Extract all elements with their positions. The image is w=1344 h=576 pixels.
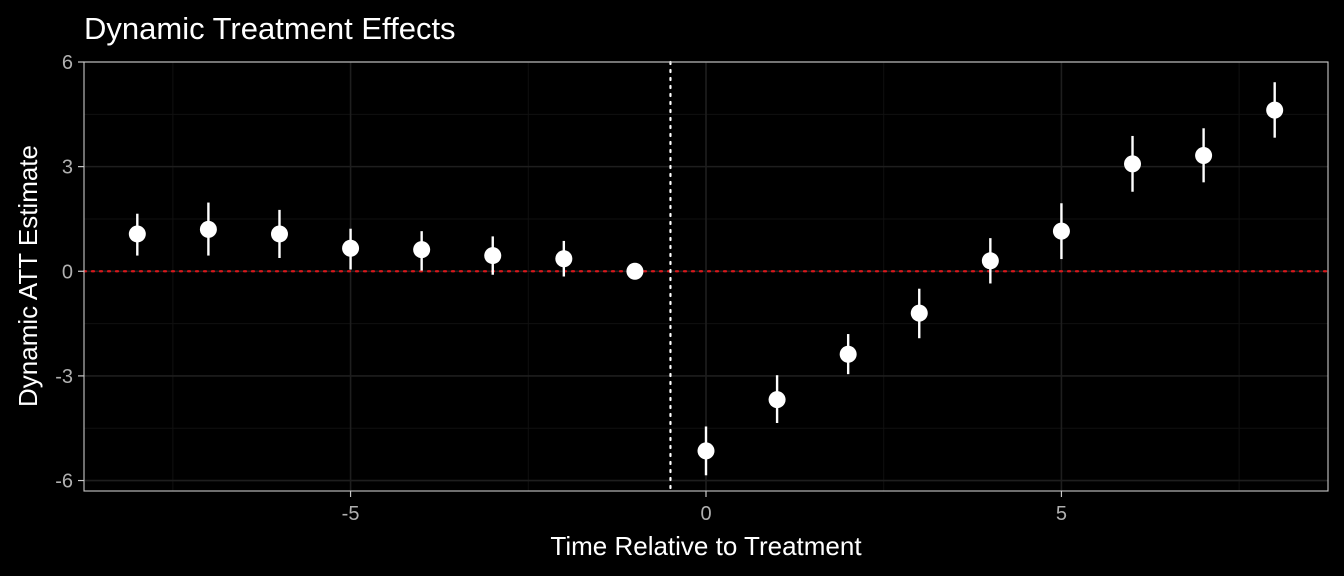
event-time-point xyxy=(555,240,573,277)
point-estimate xyxy=(1124,155,1142,173)
event-time-point xyxy=(1124,135,1142,192)
event-time-point xyxy=(768,375,786,423)
event-time-point xyxy=(839,334,857,375)
event-time-point xyxy=(981,238,999,284)
axes: -5 0 5 -6 -3 0 3 6 xyxy=(55,52,1067,525)
event-time-point xyxy=(484,236,502,275)
y-tick-label: 3 xyxy=(62,157,73,179)
point-estimate xyxy=(697,442,715,460)
event-time-point xyxy=(1266,82,1284,138)
point-estimate xyxy=(910,304,928,322)
chart-title: Dynamic Treatment Effects xyxy=(84,11,456,46)
event-time-point xyxy=(697,426,715,476)
point-estimate xyxy=(199,220,217,238)
x-tick-label: 5 xyxy=(1056,503,1067,525)
y-tick-label: -6 xyxy=(55,471,73,493)
data-marks xyxy=(128,82,1284,476)
point-estimate xyxy=(413,241,431,259)
event-time-point xyxy=(270,209,288,259)
point-estimate xyxy=(626,262,644,280)
point-estimate xyxy=(128,225,146,243)
point-estimate xyxy=(555,250,573,268)
point-estimate xyxy=(768,391,786,409)
y-tick-label: 6 xyxy=(62,52,73,74)
point-estimate xyxy=(342,239,360,257)
event-time-point xyxy=(342,228,360,270)
x-axis-label: Time Relative to Treatment xyxy=(550,531,862,561)
y-tick-label: 0 xyxy=(62,261,73,283)
point-estimate xyxy=(270,225,288,243)
point-estimate xyxy=(1195,146,1213,164)
event-time-point xyxy=(626,262,644,280)
x-tick-label: 0 xyxy=(700,503,711,525)
event-time-point xyxy=(1195,128,1213,183)
point-estimate xyxy=(1052,222,1070,240)
point-estimate xyxy=(484,247,502,265)
event-time-point xyxy=(199,202,217,256)
event-time-point xyxy=(413,231,431,271)
point-estimate xyxy=(1266,101,1284,119)
event-time-point xyxy=(910,288,928,339)
point-estimate xyxy=(981,252,999,270)
x-tick-label: -5 xyxy=(342,503,360,525)
event-time-point xyxy=(1052,203,1070,260)
reference-lines xyxy=(82,60,1330,493)
y-tick-label: -3 xyxy=(55,366,73,388)
event-time-point xyxy=(128,213,146,256)
y-axis-label: Dynamic ATT Estimate xyxy=(13,145,43,407)
point-estimate xyxy=(839,345,857,363)
